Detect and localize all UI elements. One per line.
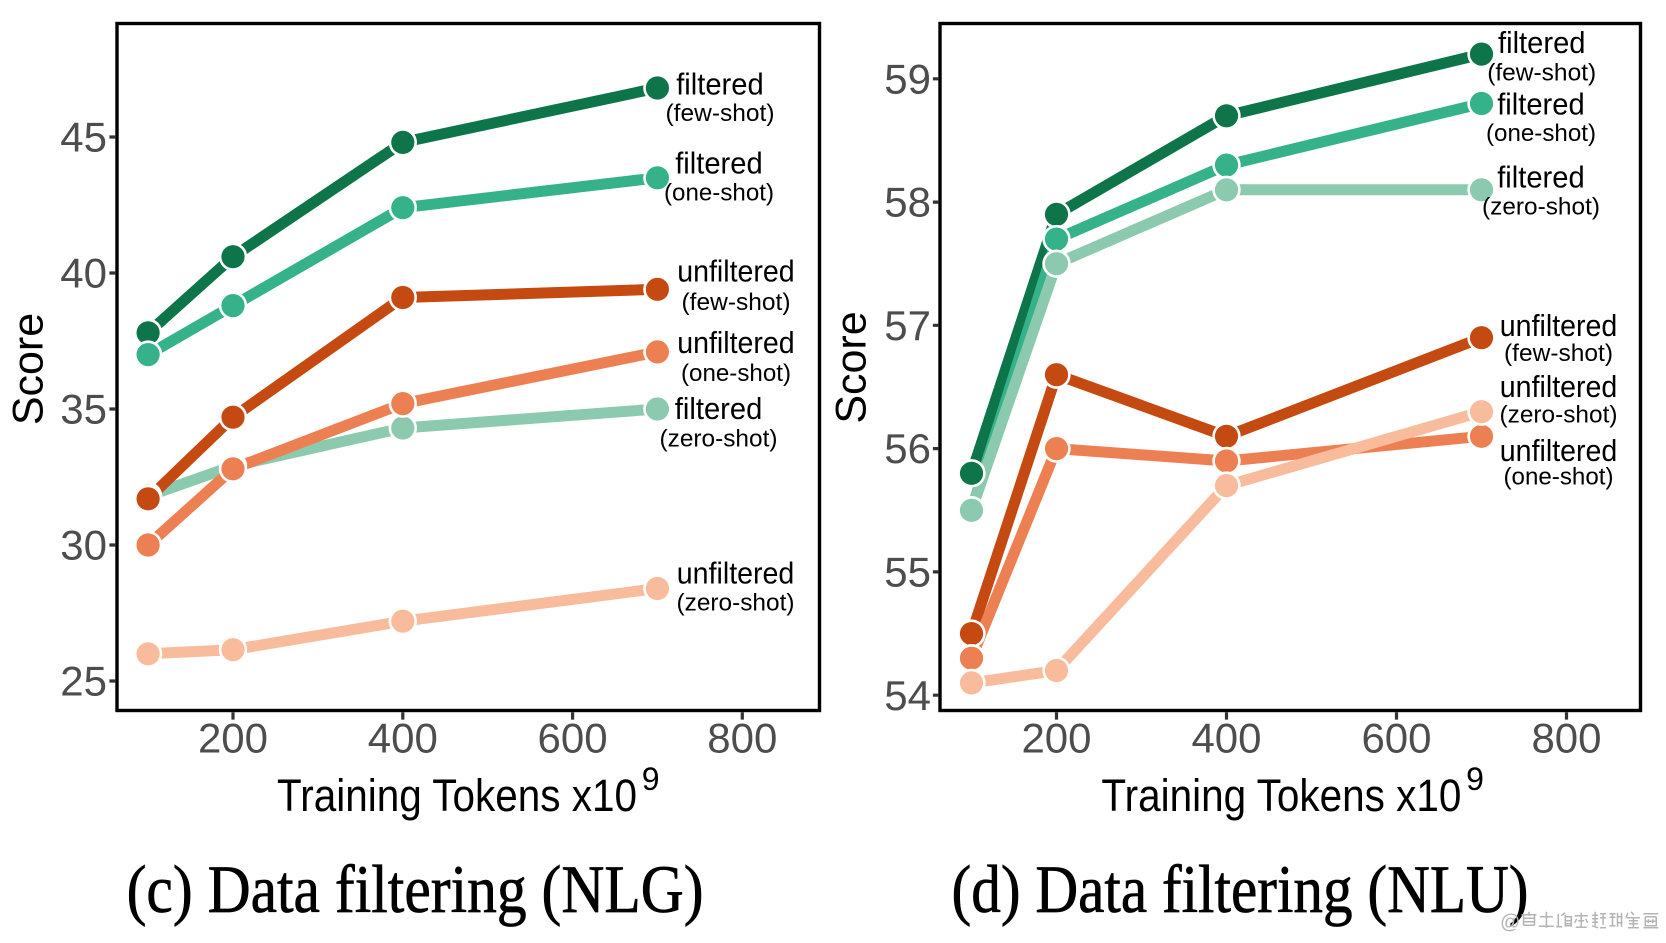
svg-text:(one-shot): (one-shot) <box>681 360 791 387</box>
svg-text:56: 56 <box>884 425 931 472</box>
svg-text:54: 54 <box>884 672 931 719</box>
svg-text:Training Tokens x10: Training Tokens x10 <box>1101 770 1461 821</box>
svg-text:400: 400 <box>368 715 438 762</box>
svg-text:40: 40 <box>60 250 107 297</box>
svg-text:(one-shot): (one-shot) <box>1486 120 1596 147</box>
svg-text:600: 600 <box>538 715 608 762</box>
svg-text:9: 9 <box>1466 761 1484 797</box>
svg-text:filtered: filtered <box>1497 88 1585 122</box>
svg-text:800: 800 <box>707 715 777 762</box>
svg-text:unfiltered: unfiltered <box>677 255 795 289</box>
svg-text:9: 9 <box>642 761 660 797</box>
svg-text:Score: Score <box>828 311 876 423</box>
svg-text:Score: Score <box>5 313 53 425</box>
svg-text:25: 25 <box>60 658 107 705</box>
svg-text:(one-shot): (one-shot) <box>1504 463 1614 490</box>
svg-text:(zero-shot): (zero-shot) <box>660 426 778 453</box>
svg-text:(zero-shot): (zero-shot) <box>1500 402 1618 429</box>
svg-text:filtered: filtered <box>675 392 763 426</box>
svg-text:unfiltered: unfiltered <box>1500 370 1618 404</box>
svg-text:(few-shot): (few-shot) <box>1487 60 1596 87</box>
svg-text:600: 600 <box>1361 715 1431 762</box>
svg-text:(zero-shot): (zero-shot) <box>1482 194 1600 221</box>
svg-text:59: 59 <box>884 55 931 102</box>
svg-text:(few-shot): (few-shot) <box>682 289 791 316</box>
svg-text:filtered: filtered <box>675 147 763 181</box>
svg-text:(d) Data filtering (NLU): (d) Data filtering (NLU) <box>952 851 1529 927</box>
svg-text:(c) Data filtering (NLG): (c) Data filtering (NLG) <box>127 851 704 927</box>
svg-text:unfiltered: unfiltered <box>1500 434 1618 468</box>
svg-text:30: 30 <box>60 522 107 569</box>
svg-text:Training Tokens x10: Training Tokens x10 <box>277 770 637 821</box>
svg-text:55: 55 <box>884 549 931 596</box>
svg-text:filtered: filtered <box>1498 26 1586 60</box>
svg-text:800: 800 <box>1531 715 1601 762</box>
svg-text:45: 45 <box>60 114 107 161</box>
svg-text:35: 35 <box>60 386 107 433</box>
svg-text:200: 200 <box>1021 715 1091 762</box>
svg-text:(few-shot): (few-shot) <box>1504 340 1613 367</box>
svg-text:58: 58 <box>884 179 931 226</box>
svg-text:(one-shot): (one-shot) <box>664 180 774 207</box>
svg-text:unfiltered: unfiltered <box>1500 309 1618 343</box>
svg-text:(zero-shot): (zero-shot) <box>677 590 795 617</box>
svg-text:unfiltered: unfiltered <box>677 556 795 590</box>
svg-text:(few-shot): (few-shot) <box>666 100 775 127</box>
svg-text:filtered: filtered <box>676 68 764 102</box>
svg-text:400: 400 <box>1191 715 1261 762</box>
svg-text:200: 200 <box>198 715 268 762</box>
svg-text:filtered: filtered <box>1497 160 1585 194</box>
svg-text:@: @ <box>1500 912 1520 934</box>
svg-text:unfiltered: unfiltered <box>677 326 795 360</box>
svg-text:57: 57 <box>884 302 931 349</box>
